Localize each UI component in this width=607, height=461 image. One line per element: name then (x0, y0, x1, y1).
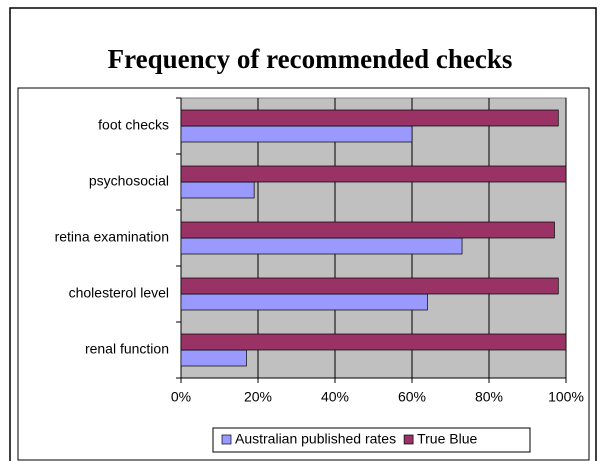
bar (180, 349, 247, 367)
legend-label: True Blue (417, 431, 477, 447)
y-tick-label: foot checks (98, 117, 169, 133)
bar (180, 333, 567, 351)
y-tick-label: retina examination (55, 229, 169, 245)
bar (180, 221, 555, 239)
y-tick-label: cholesterol level (69, 285, 169, 301)
bar (180, 237, 463, 255)
x-tick-label: 100% (548, 389, 584, 405)
legend-label: Australian published rates (235, 431, 396, 447)
slide-border (9, 7, 597, 461)
x-tick-label: 40% (321, 389, 349, 405)
x-tick-label: 0% (171, 389, 191, 405)
bar (180, 109, 559, 127)
x-tick-label: 20% (244, 389, 272, 405)
y-tick-label: renal function (85, 341, 169, 357)
chart-title: Frequency of recommended checks (108, 44, 513, 74)
legend-swatch (221, 434, 232, 445)
bar (180, 125, 413, 143)
legend-box (212, 427, 531, 453)
x-tick-label: 60% (398, 389, 426, 405)
legend-swatch (403, 434, 414, 445)
y-tick-label: psychosocial (89, 173, 169, 189)
bar (180, 181, 255, 199)
bar (180, 165, 567, 183)
bar (180, 293, 428, 311)
x-tick-label: 80% (475, 389, 503, 405)
bar (180, 277, 559, 295)
